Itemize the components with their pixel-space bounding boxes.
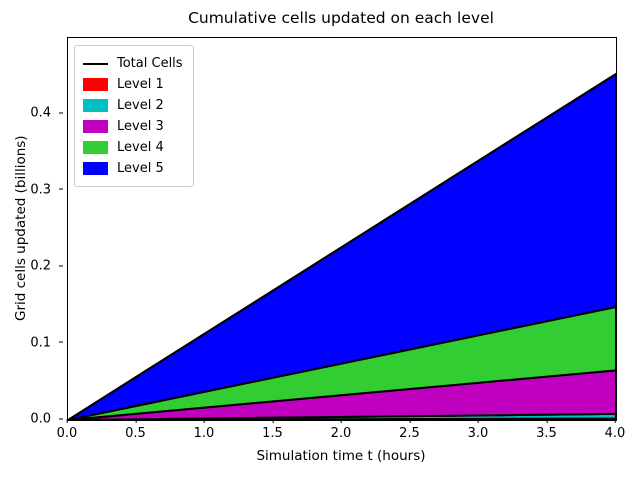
level-3-swatch-icon [83,120,108,133]
legend-label: Level 3 [117,119,164,134]
x-tick-label: 0.5 [125,419,146,441]
legend-label: Level 2 [117,98,164,113]
y-tick-label: 0.0 [30,411,63,427]
x-tick-label: 4.0 [604,419,626,441]
legend-item-level-3: Level 3 [83,116,183,137]
stacked-area-chart [68,72,616,420]
x-tick-label: 0.0 [56,419,78,441]
level-1-swatch-icon [83,78,108,91]
x-tick-label: 2.0 [330,419,352,441]
legend-label: Level 1 [117,77,164,92]
level-5-swatch-icon [83,162,108,175]
legend-label: Total Cells [117,56,183,71]
legend: Total Cells Level 1 Level 2 Level 3 Leve… [74,45,194,187]
x-axis-label: Simulation time t (hours) [256,448,426,464]
legend-label: Level 5 [117,161,164,176]
plot-area: Total Cells Level 1 Level 2 Level 3 Leve… [67,37,617,421]
legend-item-level-5: Level 5 [83,158,183,179]
y-axis-ticks: 0.0 0.1 0.2 0.3 0.4 [0,37,63,427]
y-tick-label: 0.2 [30,258,63,274]
y-tick-label: 0.3 [30,182,63,198]
legend-item-level-1: Level 1 [83,74,183,95]
legend-item-total-cells: Total Cells [83,53,183,74]
legend-label: Level 4 [117,140,164,155]
legend-item-level-2: Level 2 [83,95,183,116]
chart-title: Cumulative cells updated on each level [188,9,494,27]
total-cells-line [68,73,616,420]
y-tick-label: 0.4 [30,105,63,121]
level-2-swatch-icon [83,99,108,112]
x-tick-label: 3.5 [536,419,557,441]
y-tick-label: 0.1 [30,335,63,351]
x-tick-label: 1.5 [262,419,283,441]
x-tick-label: 1.0 [193,419,215,441]
x-tick-label: 3.0 [467,419,489,441]
total-line-swatch-icon [83,57,108,70]
x-tick-label: 2.5 [399,419,420,441]
x-axis-ticks: 0.0 0.5 1.0 1.5 2.0 2.5 3.0 3.5 4.0 [57,419,625,442]
legend-item-level-4: Level 4 [83,137,183,158]
level-4-swatch-icon [83,141,108,154]
